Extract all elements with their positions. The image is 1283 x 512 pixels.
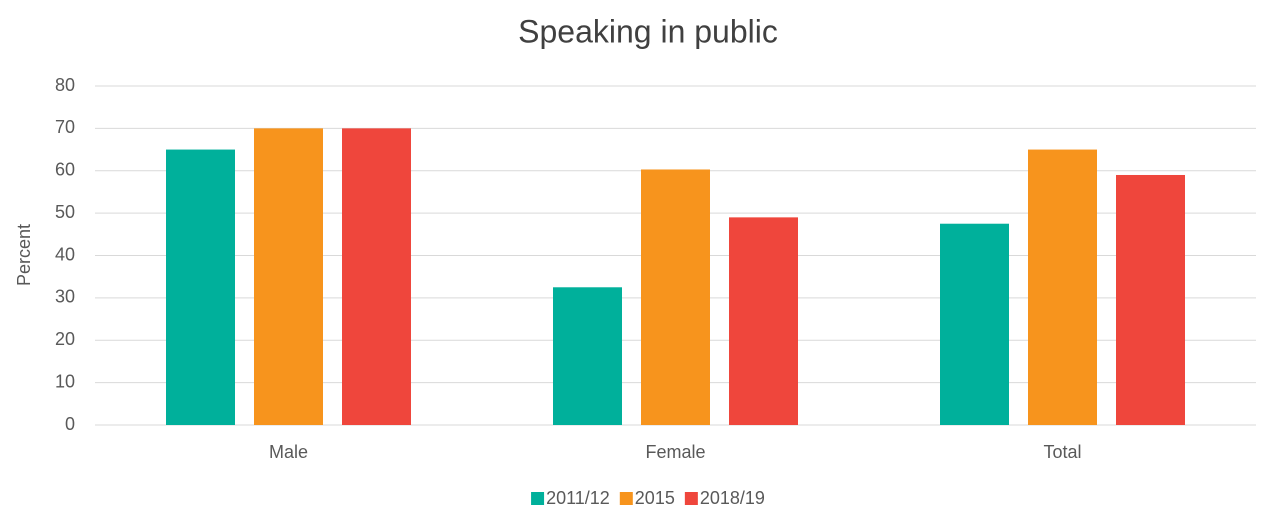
- legend-swatch: [684, 492, 698, 505]
- y-tick-label: 50: [55, 202, 75, 222]
- bar: [553, 287, 622, 425]
- x-tick-label: Male: [269, 442, 308, 462]
- y-tick-label: 30: [55, 287, 75, 307]
- bar: [729, 217, 798, 425]
- bar: [940, 223, 1009, 425]
- y-tick-label: 20: [55, 329, 75, 349]
- legend-swatch: [619, 492, 633, 505]
- bar: [254, 128, 323, 425]
- y-tick-label: 0: [65, 414, 75, 434]
- bar: [1116, 174, 1185, 425]
- y-tick-label: 70: [55, 117, 75, 137]
- bar: [166, 149, 235, 425]
- bar: [641, 169, 710, 425]
- y-axis-label: Percent: [14, 224, 34, 286]
- y-tick-label: 10: [55, 371, 75, 391]
- x-tick-label: Female: [645, 442, 705, 462]
- chart-title: Speaking in public: [518, 13, 778, 49]
- legend-label: 2011/12: [546, 488, 610, 508]
- y-tick-label: 60: [55, 160, 75, 180]
- legend-label: 2015: [635, 488, 675, 508]
- bar: [342, 128, 411, 425]
- legend-label: 2018/19: [700, 488, 765, 508]
- y-tick-label: 80: [55, 75, 75, 95]
- legend-swatch: [531, 492, 545, 505]
- y-tick-label: 40: [55, 244, 75, 264]
- bar: [1028, 149, 1097, 425]
- x-tick-label: Total: [1043, 442, 1081, 462]
